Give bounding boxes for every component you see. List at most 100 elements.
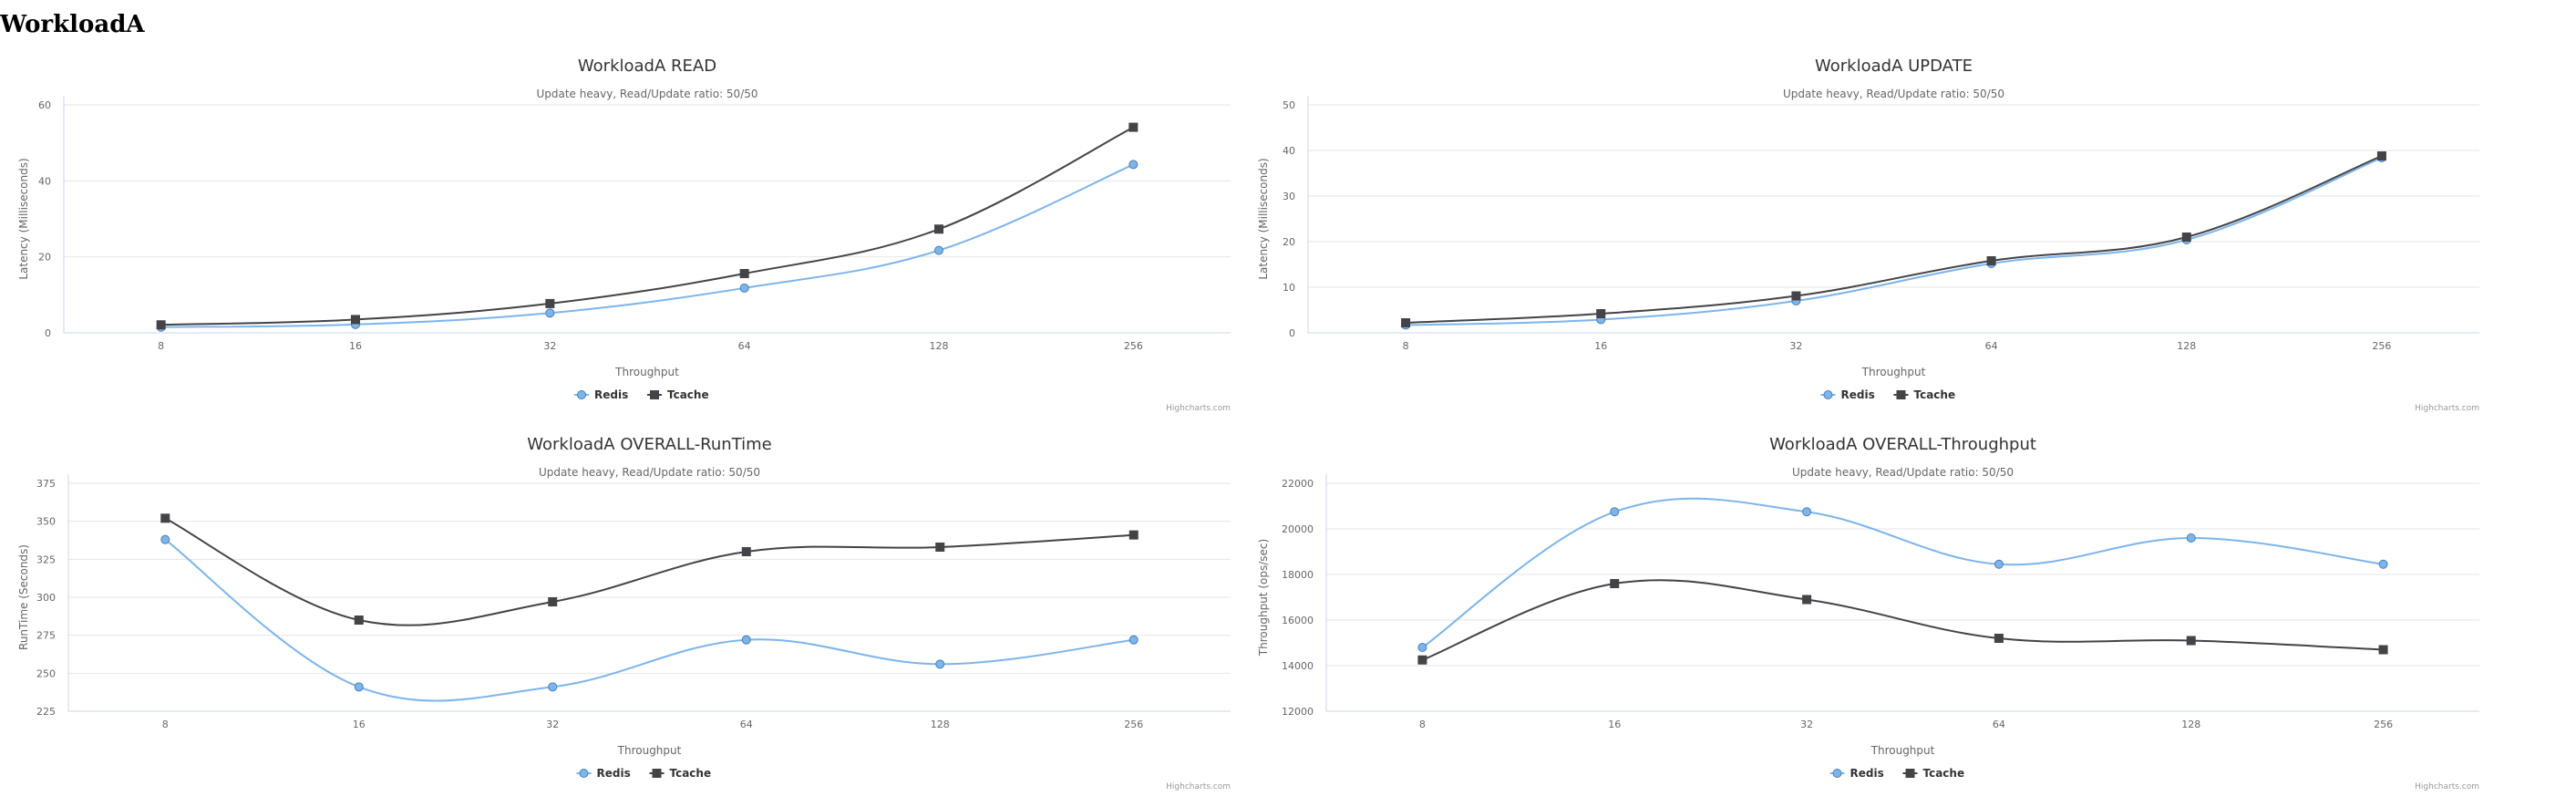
x-tick-label: 8 [162,719,169,730]
data-point [1791,291,1801,301]
chart-title: WorkloadA OVERALL-Throughput [1769,435,2036,454]
credits-link[interactable]: Highcharts.com [1166,782,1231,791]
x-axis-title: Throughput [617,744,682,757]
y-axis-title: RunTime (Seconds) [17,544,30,650]
legend-item-redis[interactable]: Redis [574,388,628,401]
series-line-redis [160,163,1134,328]
page-title: WorkloadA [0,11,145,38]
legend-symbol [1832,769,1842,778]
data-point [935,543,945,552]
x-tick-label: 128 [931,719,950,730]
y-tick-label: 14000 [1282,660,1314,672]
y-tick-label: 20 [1283,236,1295,248]
data-point [545,308,555,318]
chart-svg: WorkloadA UPDATE Update heavy, Read/Updat… [1257,57,2479,413]
legend-label: Tcache [667,388,709,401]
x-tick-label: 64 [1993,719,2005,730]
chart-subtitle: Update heavy, Read/Update ratio: 50/50 [539,466,760,479]
x-axis-title: Throughput [1870,744,1935,757]
y-tick-label: 16000 [1282,615,1314,626]
x-tick-label: 8 [1419,719,1426,730]
chart-update-latency: WorkloadA UPDATE Update heavy, Read/Updat… [1240,46,2479,429]
legend-label: Redis [594,388,628,401]
x-axis-title: Throughput [614,366,679,378]
x-tick-label: 8 [1403,340,1409,352]
y-tick-label: 10 [1283,282,1295,294]
x-tick-label: 8 [158,340,164,352]
data-point [741,635,751,645]
data-point [934,224,943,234]
data-point [1994,634,2004,643]
data-point [1417,643,1427,652]
legend-item-tcache[interactable]: Tcache [647,388,709,401]
legend-item-tcache[interactable]: Tcache [1902,767,1965,780]
y-tick-label: 40 [1283,145,1295,157]
data-point [935,659,945,669]
legend-item-tcache[interactable]: Tcache [1893,388,1956,401]
x-tick-label: 256 [1124,340,1143,352]
y-axis-title: Throughput (ops/sec) [1257,539,1270,657]
data-point [1596,309,1606,318]
data-point [354,616,364,625]
x-tick-label: 128 [930,340,949,352]
data-point [2378,645,2388,655]
x-tick-label: 16 [1594,340,1607,352]
chart-svg: WorkloadA READ Update heavy, Read/Update … [17,57,1231,413]
series-line-tcache [164,517,1134,626]
legend-symbol [1896,390,1906,399]
data-point [160,513,170,523]
series-points-redis [160,534,1139,692]
data-point [2186,533,2196,543]
legend-symbol [1905,769,1915,778]
legend-item-redis[interactable]: Redis [1820,388,1875,401]
x-tick-label: 128 [2181,719,2200,730]
data-point [739,283,749,293]
data-point [160,534,170,544]
data-point [2186,636,2196,646]
data-point [545,298,555,308]
legend-symbol [652,769,662,778]
x-tick-label: 64 [738,340,751,352]
y-tick-label: 60 [38,99,51,111]
chart-svg: WorkloadA OVERALL-RunTime Update heavy, R… [17,435,1231,791]
data-point [934,245,943,255]
legend-label: Redis [597,767,631,780]
data-point [1610,507,1620,517]
x-axis-title: Throughput [1861,366,1926,378]
chart-title: WorkloadA UPDATE [1815,57,1973,76]
data-point [741,547,751,556]
y-tick-label: 50 [1283,99,1295,111]
chart-svg: WorkloadA OVERALL-Throughput Update heavy… [1257,435,2479,791]
legend-symbol [650,390,659,399]
x-tick-label: 32 [1800,719,1813,730]
credits-link[interactable]: Highcharts.com [2415,782,2479,791]
data-point [1802,507,1812,517]
x-tick-label: 32 [546,719,559,730]
y-tick-label: 12000 [1282,706,1314,718]
legend-label: Tcache [1923,767,1965,780]
y-tick-label: 30 [1283,191,1295,202]
x-tick-label: 64 [1985,340,1998,352]
credits-link[interactable]: Highcharts.com [2415,404,2479,413]
legend-item-redis[interactable]: Redis [576,767,631,780]
y-tick-label: 20000 [1282,523,1314,535]
data-point [1128,530,1139,540]
legend-item-tcache[interactable]: Tcache [649,767,712,780]
chart-subtitle: Update heavy, Read/Update ratio: 50/50 [1783,88,2004,100]
data-point [739,269,749,278]
legend-symbol [1823,390,1833,399]
chart-title: WorkloadA OVERALL-RunTime [527,435,772,454]
chart-subtitle: Update heavy, Read/Update ratio: 50/50 [536,88,757,100]
data-point [1128,635,1139,645]
data-point [548,597,558,606]
data-point [1610,579,1620,588]
series-points-redis [156,160,1139,332]
series-line-tcache [160,126,1134,326]
chart-read-latency: WorkloadA READ Update heavy, Read/Update … [0,46,1240,429]
credits-link[interactable]: Highcharts.com [1166,404,1231,413]
y-tick-label: 0 [45,327,51,339]
legend-label: Tcache [1914,388,1956,401]
y-tick-label: 225 [36,706,56,718]
legend-item-redis[interactable]: Redis [1829,767,1884,780]
legend-symbol [577,390,586,399]
